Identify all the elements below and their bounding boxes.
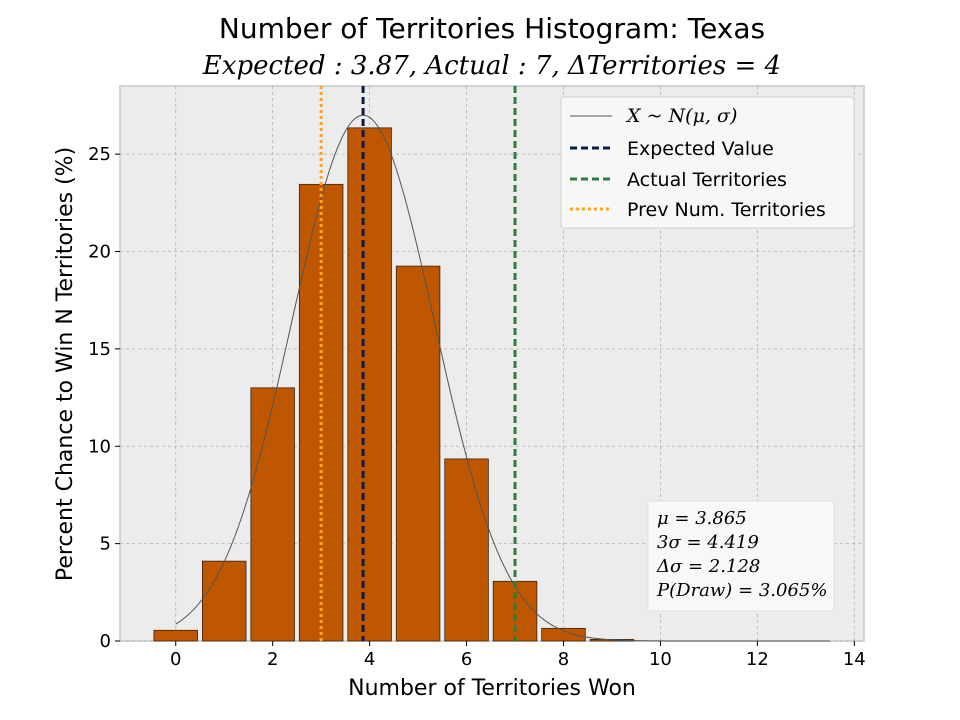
legend-label-previous: Prev Num. Territories bbox=[627, 199, 826, 221]
chart-subtitle: Expected : 3.87, Actual : 7, ΔTerritorie… bbox=[202, 51, 781, 81]
stats-box: μ = 3.865 3σ = 4.419 Δσ = 2.128 P(Draw) … bbox=[647, 500, 835, 612]
y-tick-label: 5 bbox=[100, 534, 111, 555]
legend-label-normal: X ~ N(μ, σ) bbox=[625, 105, 737, 127]
bars bbox=[153, 127, 635, 642]
x-tick-label: 2 bbox=[267, 649, 278, 670]
stats-mu: μ = 3.865 bbox=[657, 508, 747, 529]
y-tick-label: 25 bbox=[88, 144, 111, 165]
bar-2 bbox=[250, 387, 295, 642]
x-tick-label: 8 bbox=[558, 649, 569, 670]
bar-4 bbox=[347, 127, 392, 642]
chart-title: Number of Territories Histogram: Texas bbox=[219, 12, 765, 45]
y-tick-label: 10 bbox=[88, 436, 111, 457]
bar-7 bbox=[492, 580, 538, 642]
axis-ticks: 0 2 4 6 8 10 12 14 0 5 10 15 20 25 bbox=[88, 144, 866, 670]
y-tick-label: 0 bbox=[100, 631, 111, 652]
legend-box bbox=[560, 96, 855, 229]
bar-0 bbox=[153, 629, 198, 642]
y-tick-label: 20 bbox=[88, 242, 111, 263]
legend: X ~ N(μ, σ) Expected Value Actual Territ… bbox=[560, 96, 855, 229]
x-axis-label: Number of Territories Won bbox=[348, 676, 636, 701]
x-tick-label: 10 bbox=[649, 649, 672, 670]
bar-5 bbox=[395, 265, 441, 642]
stats-three-sigma: 3σ = 4.419 bbox=[657, 532, 759, 553]
bar-6 bbox=[444, 458, 489, 642]
y-tick-label: 15 bbox=[88, 339, 111, 360]
x-tick-label: 6 bbox=[461, 649, 472, 670]
normal-curve bbox=[175, 114, 831, 642]
y-axis-label: Percent Chance to Win N Territories (%) bbox=[53, 147, 78, 581]
x-tick-label: 0 bbox=[170, 649, 181, 670]
reference-lines bbox=[319, 86, 517, 641]
normal-curve-layer bbox=[175, 114, 831, 642]
legend-label-expected: Expected Value bbox=[627, 138, 774, 160]
legend-label-actual: Actual Territories bbox=[627, 169, 787, 191]
x-tick-label: 14 bbox=[843, 649, 866, 670]
stats-box-background bbox=[647, 500, 835, 612]
x-tick-label: 4 bbox=[364, 649, 375, 670]
stats-p-draw: P(Draw) = 3.065% bbox=[656, 580, 828, 601]
bar-1 bbox=[201, 560, 247, 642]
stats-delta-sigma: Δσ = 2.128 bbox=[656, 556, 760, 577]
x-tick-label: 12 bbox=[746, 649, 769, 670]
